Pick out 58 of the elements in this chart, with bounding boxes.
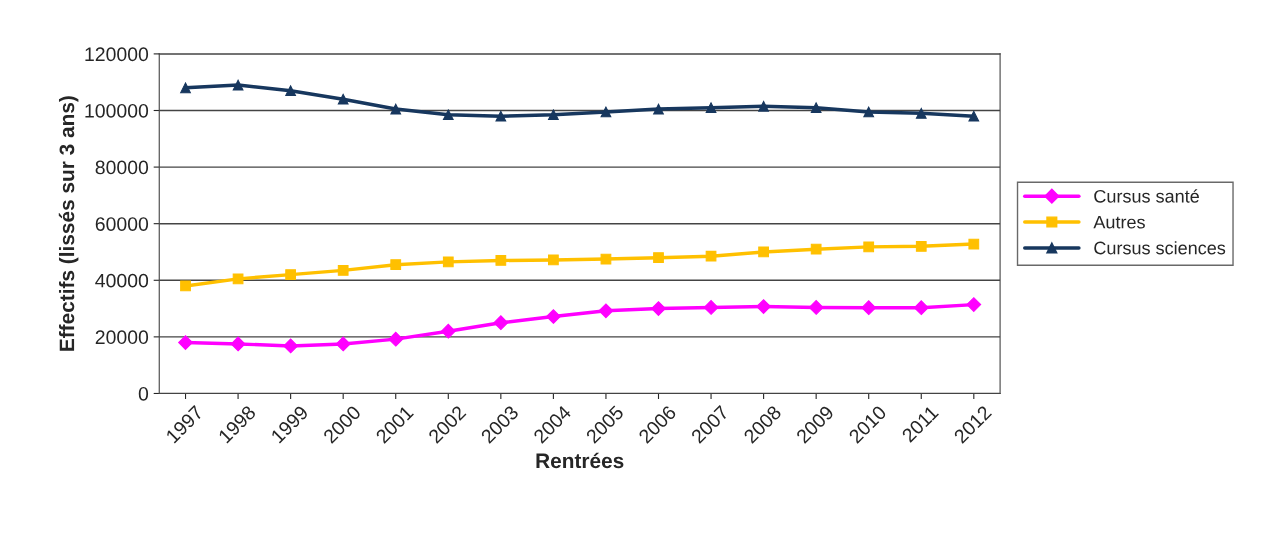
point bbox=[178, 335, 193, 350]
y-tick-label: 0 bbox=[138, 386, 149, 401]
point bbox=[230, 336, 246, 352]
point bbox=[495, 110, 507, 122]
point bbox=[546, 309, 561, 324]
point bbox=[968, 110, 980, 122]
point bbox=[653, 252, 664, 264]
legend-label: Cursus santé bbox=[1094, 189, 1199, 203]
point bbox=[861, 300, 877, 316]
point bbox=[388, 331, 404, 347]
point bbox=[285, 269, 297, 280]
point bbox=[756, 299, 771, 314]
point bbox=[653, 103, 664, 115]
point bbox=[285, 85, 297, 97]
y-tick-label: 120000 bbox=[85, 47, 149, 62]
y-tick-label: 20000 bbox=[95, 330, 149, 345]
point bbox=[915, 240, 927, 252]
y-tick-label: 60000 bbox=[95, 217, 149, 231]
point bbox=[180, 82, 191, 94]
point bbox=[863, 106, 875, 118]
y-tick-label: 100000 bbox=[85, 103, 149, 118]
point bbox=[493, 315, 509, 331]
point bbox=[758, 246, 769, 258]
point bbox=[808, 300, 824, 315]
point bbox=[337, 93, 349, 105]
point bbox=[548, 109, 559, 121]
point bbox=[495, 255, 507, 266]
point bbox=[913, 300, 929, 316]
point bbox=[705, 250, 717, 262]
y-tick-label: 40000 bbox=[95, 273, 149, 288]
point bbox=[598, 303, 614, 319]
point bbox=[705, 102, 717, 114]
point bbox=[232, 273, 244, 285]
point bbox=[915, 107, 927, 119]
point bbox=[600, 106, 612, 118]
point bbox=[442, 109, 454, 121]
point bbox=[440, 323, 456, 339]
point bbox=[810, 102, 822, 114]
point bbox=[335, 336, 351, 352]
y-axis-title: Effectifs (lissés sur 3 ans) bbox=[58, 96, 79, 351]
point bbox=[810, 243, 822, 255]
point bbox=[703, 300, 719, 315]
point bbox=[968, 238, 980, 250]
point bbox=[863, 241, 875, 253]
point bbox=[548, 254, 559, 266]
point bbox=[966, 297, 982, 313]
point bbox=[390, 259, 402, 271]
point bbox=[283, 338, 299, 354]
point bbox=[651, 301, 666, 316]
y-tick-label: 80000 bbox=[95, 160, 149, 175]
legend-label: Autres bbox=[1093, 215, 1145, 229]
legend-label: Cursus sciences bbox=[1094, 241, 1226, 255]
point bbox=[337, 265, 349, 276]
x-axis-title: Rentrées bbox=[536, 452, 624, 469]
point bbox=[232, 79, 244, 91]
point bbox=[180, 280, 191, 292]
point bbox=[758, 100, 769, 112]
point bbox=[442, 256, 454, 268]
